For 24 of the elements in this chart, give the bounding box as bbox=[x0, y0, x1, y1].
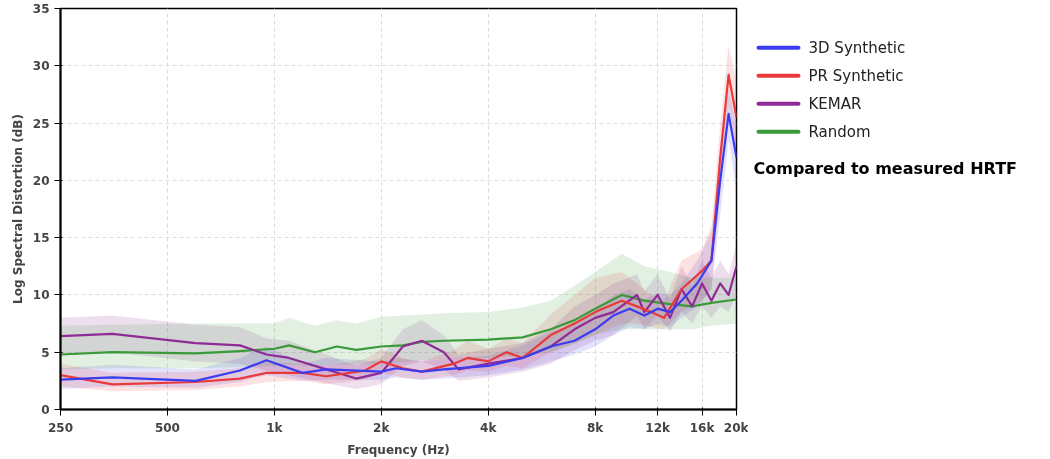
y-axis-title: Log Spectral Distortion (dB) bbox=[10, 114, 25, 304]
legend-label: 3D Synthetic bbox=[808, 38, 906, 57]
legend-label: Random bbox=[808, 122, 871, 141]
y-tick-label: 25 bbox=[32, 116, 50, 131]
x-tick-label: 2k bbox=[373, 420, 391, 435]
x-tick-label: 8k bbox=[586, 420, 605, 435]
y-tick-label: 30 bbox=[32, 59, 50, 74]
y-tick-label: 15 bbox=[32, 231, 50, 246]
x-tick-label: 4k bbox=[480, 420, 498, 435]
y-tick-label: 0 bbox=[41, 403, 50, 417]
x-tick-label: 250 bbox=[47, 420, 74, 435]
legend-label: PR Synthetic bbox=[808, 66, 904, 85]
x-tick-label: 12k bbox=[645, 420, 672, 435]
legend-label: KEMAR bbox=[808, 94, 862, 113]
y-tick-label: 5 bbox=[41, 345, 50, 360]
text: Compared to measured HRTF bbox=[753, 158, 1017, 178]
x-tick-label: 20k bbox=[723, 420, 750, 435]
x-tick-label: 500 bbox=[154, 420, 180, 435]
y-tick-label: 35 bbox=[32, 2, 50, 16]
y-tick-label: 10 bbox=[32, 288, 50, 303]
x-tick-label: 16k bbox=[689, 420, 716, 435]
y-tick-label: 20 bbox=[32, 173, 50, 188]
x-tick-label: 1k bbox=[266, 420, 284, 435]
x-axis-title: Frequency (Hz) bbox=[347, 442, 450, 457]
